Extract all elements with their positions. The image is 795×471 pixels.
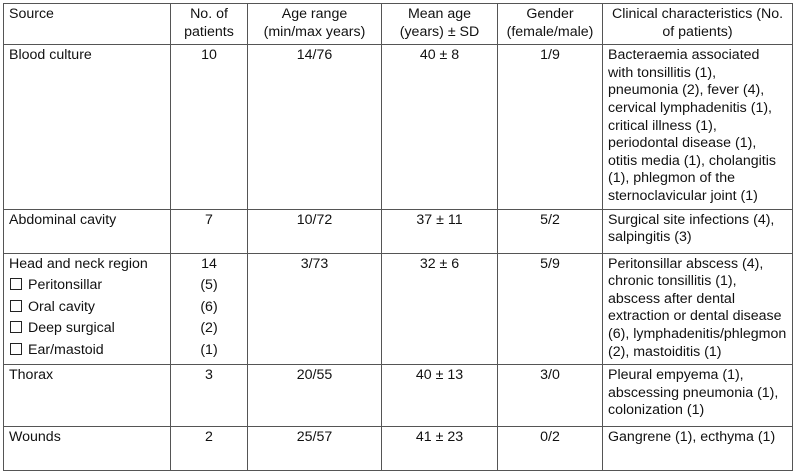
- header-age-range: Age range (min/max years): [247, 2, 382, 46]
- cell-source: Abdominal cavity: [3, 208, 171, 254]
- patients-total: 14: [201, 255, 217, 272]
- checkbox-icon: [10, 321, 22, 334]
- cell-patients: 3: [170, 364, 248, 428]
- header-gender: Gender (female/male): [497, 2, 603, 46]
- cell-gender: 1/9: [497, 44, 603, 210]
- table-row: Blood culture 10 14/76 40 ± 8 1/9 Bacter…: [3, 44, 793, 210]
- cell-source: Blood culture: [3, 44, 171, 210]
- subcategory-label: Oral cavity: [28, 298, 96, 315]
- subcategory-item: Ear/mastoid: [9, 342, 165, 360]
- cell-mean-age: 32 ± 6: [381, 252, 498, 366]
- table-row: Wounds 2 25/57 41 ± 23 0/2 Gangrene (1),…: [3, 426, 793, 471]
- cell-gender: 5/2: [497, 208, 603, 254]
- cell-source: Thorax: [3, 364, 171, 428]
- header-mean-age: Mean age (years) ± SD: [381, 2, 498, 46]
- cell-mean-age: 40 ± 13: [381, 364, 498, 428]
- subcategory-count: (5): [200, 277, 218, 294]
- cell-gender: 0/2: [497, 426, 603, 471]
- cell-mean-age: 41 ± 23: [381, 426, 498, 471]
- subcategory-count: (6): [200, 298, 218, 315]
- subcategory-item: Peritonsillar: [9, 277, 165, 295]
- cell-clinical: Pleural empyema (1), abscessing pneumoni…: [602, 364, 793, 428]
- header-patients: No. of patients: [170, 2, 248, 46]
- cell-clinical: Peritonsillar abscess (4), chronic tonsi…: [602, 252, 793, 366]
- cell-age-range: 25/57: [247, 426, 382, 471]
- subcategory-item: Oral cavity: [9, 299, 165, 317]
- subcategory-label: Ear/mastoid: [28, 341, 104, 358]
- subcategory-item: Deep surgical: [9, 320, 165, 338]
- cell-clinical: Bacteraemia associated with tonsillitis …: [602, 44, 793, 210]
- cell-age-range: 20/55: [247, 364, 382, 428]
- subcategory-count: (2): [200, 320, 218, 337]
- patient-characteristics-table: Source No. of patients Age range (min/ma…: [3, 2, 793, 471]
- cell-patients: 14 (5) (6) (2) (1): [170, 252, 248, 366]
- header-row: Source No. of patients Age range (min/ma…: [3, 2, 793, 46]
- header-clinical: Clinical characteristics (No. of patient…: [602, 2, 793, 46]
- cell-source: Wounds: [3, 426, 171, 471]
- table-row: Abdominal cavity 7 10/72 37 ± 11 5/2 Sur…: [3, 208, 793, 254]
- header-source: Source: [3, 2, 171, 46]
- subcategory-count: (1): [200, 341, 218, 358]
- cell-gender: 5/9: [497, 252, 603, 366]
- subcategory-label: Peritonsillar: [28, 277, 103, 294]
- cell-clinical: Gangrene (1), ecthyma (1): [602, 426, 793, 471]
- checkbox-icon: [10, 299, 22, 312]
- cell-patients: 10: [170, 44, 248, 210]
- source-label: Head and neck region: [9, 255, 148, 272]
- checkbox-icon: [10, 342, 22, 355]
- table-row: Head and neck region Peritonsillar Oral …: [3, 252, 793, 366]
- cell-age-range: 10/72: [247, 208, 382, 254]
- table-row: Thorax 3 20/55 40 ± 13 3/0 Pleural empye…: [3, 364, 793, 428]
- cell-gender: 3/0: [497, 364, 603, 428]
- cell-clinical: Surgical site infections (4), salpingiti…: [602, 208, 793, 254]
- cell-mean-age: 40 ± 8: [381, 44, 498, 210]
- cell-age-range: 3/73: [247, 252, 382, 366]
- cell-age-range: 14/76: [247, 44, 382, 210]
- cell-patients: 2: [170, 426, 248, 471]
- checkbox-icon: [10, 278, 22, 291]
- cell-patients: 7: [170, 208, 248, 254]
- cell-source: Head and neck region Peritonsillar Oral …: [3, 252, 171, 366]
- cell-mean-age: 37 ± 11: [381, 208, 498, 254]
- subcategory-label: Deep surgical: [28, 320, 115, 337]
